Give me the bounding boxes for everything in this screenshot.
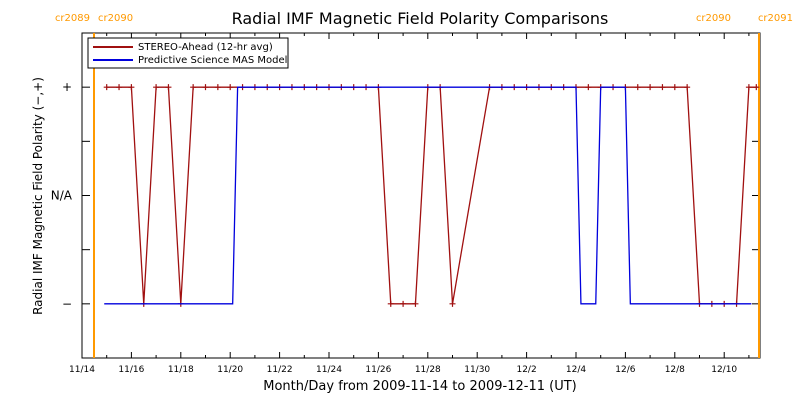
data-point-marker: [103, 84, 110, 91]
data-point-marker: [116, 84, 123, 91]
data-point-marker: [684, 84, 691, 91]
carrington-label-after: cr2091: [758, 13, 793, 24]
data-point-marker: [400, 300, 407, 307]
data-point-marker: [214, 84, 221, 91]
x-tick-label: 11/16: [118, 365, 144, 375]
x-tick-label: 11/20: [217, 365, 243, 375]
data-point-marker: [412, 300, 419, 307]
series-line-model: [104, 86, 752, 305]
x-tick-label: 11/28: [415, 365, 441, 375]
x-tick-label: 12/4: [566, 365, 586, 375]
x-tick-label: 11/18: [168, 365, 194, 375]
data-point-marker: [202, 84, 209, 91]
x-tick-label: 11/30: [464, 365, 490, 375]
data-point-marker: [387, 300, 394, 307]
y-axis-label: Radial IMF Magnetic Field Polarity (−,+): [31, 77, 45, 315]
x-tick-label: 12/6: [615, 365, 635, 375]
chart-title: Radial IMF Magnetic Field Polarity Compa…: [232, 9, 609, 28]
data-point-marker: [745, 84, 752, 91]
carrington-label-after: cr2090: [98, 13, 133, 24]
y-tick-label: +: [62, 80, 72, 94]
data-point-marker: [153, 84, 160, 91]
x-tick-label: 11/14: [69, 365, 95, 375]
data-point-marker: [585, 84, 592, 91]
x-tick-label: 12/2: [516, 365, 536, 375]
carrington-label-before: cr2090: [696, 13, 731, 24]
carrington-label-before: cr2089: [55, 13, 90, 24]
series-line-stereo: [106, 86, 757, 305]
data-point-marker: [659, 84, 666, 91]
legend-box: [87, 37, 289, 69]
data-point-marker: [753, 84, 760, 91]
x-axis: 11/14 11/16 11/18 11/20 11/22 11/24 11/26 11/28…: [69, 33, 750, 375]
legend: STEREO-Ahead (12-hr avg) Predictive Scie…: [87, 37, 289, 69]
data-point-marker: [190, 84, 197, 91]
data-point-marker: [128, 84, 135, 91]
data-point-marker: [634, 84, 641, 91]
x-tick-label: 11/22: [267, 365, 293, 375]
x-axis-label: Month/Day from 2009-11-14 to 2009-12-11 …: [263, 379, 576, 394]
y-tick-label: −: [62, 297, 72, 311]
x-tick-label: 12/8: [665, 365, 685, 375]
series-layer: [103, 84, 760, 307]
legend-label-stereo: STEREO-Ahead (12-hr avg): [138, 42, 273, 53]
data-point-marker: [671, 84, 678, 91]
data-point-marker: [647, 84, 654, 91]
x-tick-label: 11/26: [365, 365, 391, 375]
x-tick-label: 11/24: [316, 365, 342, 375]
legend-label-model: Predictive Science MAS Model: [138, 55, 287, 66]
data-point-marker: [449, 300, 456, 307]
data-point-marker: [165, 84, 172, 91]
x-tick-label: 12/10: [711, 365, 737, 375]
data-point-marker: [227, 84, 234, 91]
y-tick-label: N/A: [51, 189, 73, 203]
y-axis: + N/A −: [51, 32, 760, 359]
